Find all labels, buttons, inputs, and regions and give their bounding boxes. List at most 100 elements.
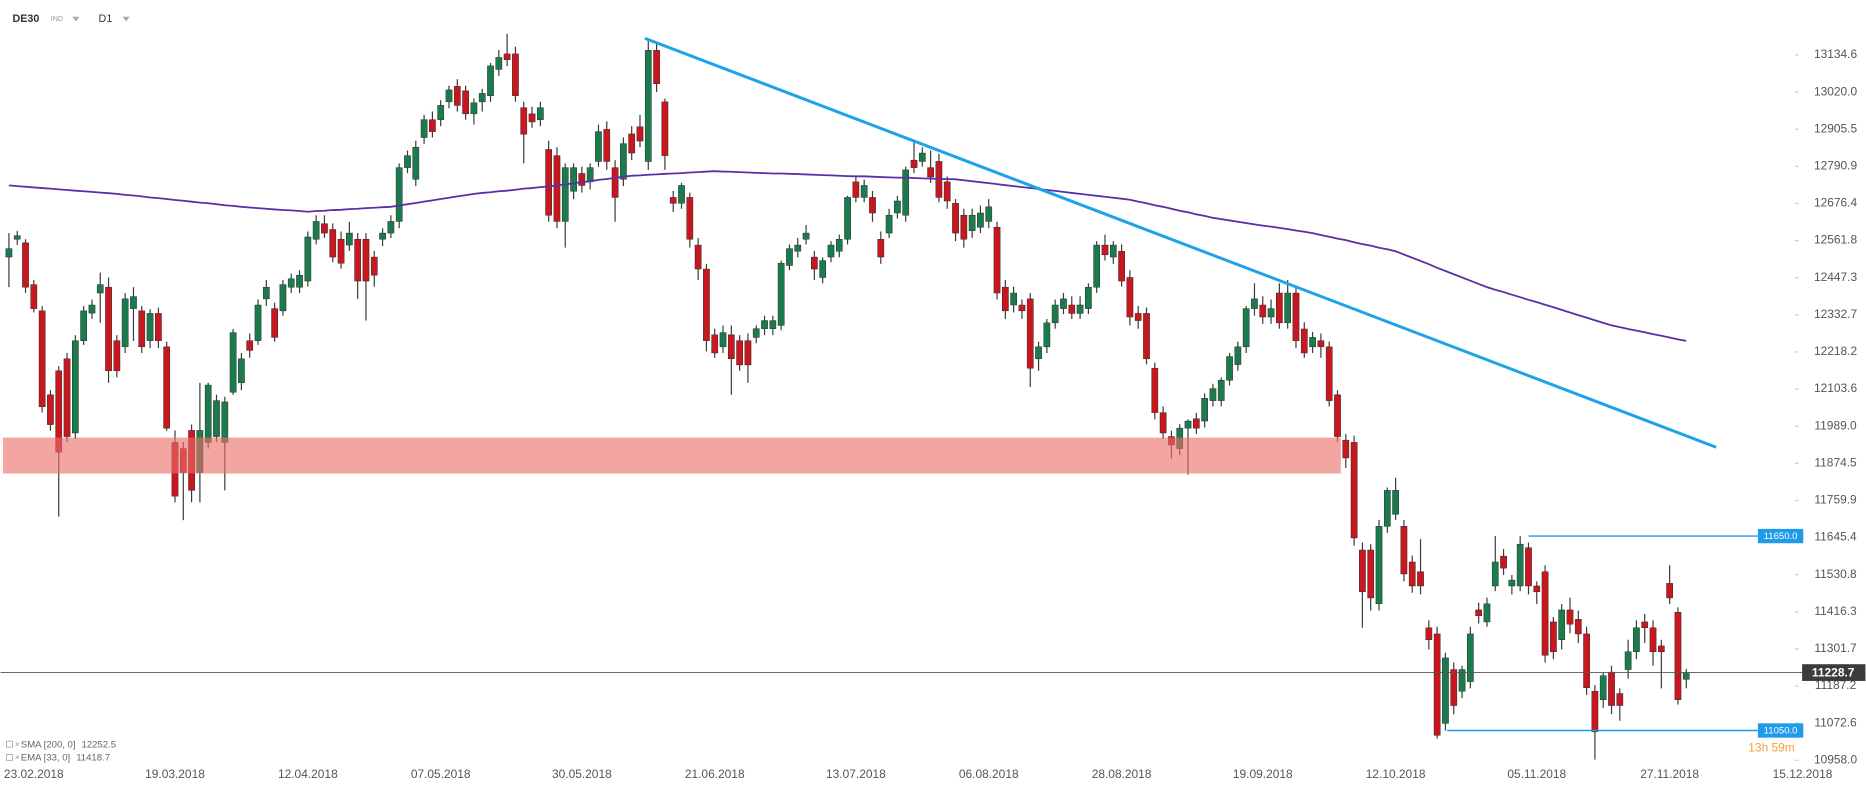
candle-body [1284, 292, 1292, 324]
y-tick-label: 11072.6 [1814, 715, 1857, 729]
candle-body [802, 232, 810, 240]
candle-body [412, 146, 420, 180]
candle-body [1325, 346, 1333, 401]
legend-close[interactable]: × [15, 752, 20, 762]
x-tick-label: 13.07.2018 [826, 767, 886, 781]
level-label-box [1757, 723, 1804, 738]
candle-body [653, 50, 660, 84]
candle-body [1682, 672, 1690, 680]
dropdown-arrow[interactable] [72, 16, 80, 22]
candle-body [786, 248, 793, 266]
candle-body [636, 126, 644, 142]
candle-body [1134, 313, 1142, 321]
candle-body [561, 167, 569, 222]
candle-body [429, 119, 436, 132]
candle-body [229, 332, 237, 393]
candle-body [1051, 304, 1059, 324]
candle-body [528, 113, 536, 123]
x-tick-label: 05.11.2018 [1507, 767, 1566, 781]
candle-body [545, 149, 552, 216]
x-tick-label: 15.12.2018 [1773, 767, 1833, 781]
x-tick-label: 06.08.2018 [959, 767, 1019, 781]
candle-body [1558, 609, 1566, 640]
candle-body [1599, 675, 1607, 700]
candle-body [1450, 669, 1458, 706]
candle-body [794, 244, 802, 252]
candle-body [1234, 346, 1242, 365]
candle-body [1259, 304, 1267, 318]
candle-body [1508, 579, 1516, 587]
candle-body [1002, 286, 1009, 312]
candle-body [146, 313, 154, 341]
candle-body [644, 50, 652, 162]
candle-body [968, 215, 976, 232]
candle-body [262, 286, 270, 300]
candle-body [1242, 308, 1250, 348]
candle-body [163, 346, 171, 429]
candle-body [395, 167, 403, 222]
candle-body [121, 298, 129, 348]
candle-body [1226, 356, 1233, 381]
candle-body [1541, 571, 1549, 656]
candle-body [1467, 633, 1474, 682]
candle-body [628, 133, 636, 154]
candle-body [1657, 645, 1665, 652]
candle-body [819, 260, 827, 278]
y-tick-label: 11187.2 [1815, 678, 1857, 692]
candle-body [669, 197, 677, 204]
candle-body [769, 320, 777, 329]
legend-name: EMA [33, 0] [21, 752, 70, 763]
candle-body [844, 197, 851, 240]
legend-close[interactable]: × [15, 739, 20, 749]
symbol[interactable]: DE30 [13, 13, 40, 25]
candle-body [1300, 328, 1308, 354]
candle-body [362, 238, 370, 282]
legend-icon [6, 753, 13, 761]
candle-body [221, 401, 229, 443]
candle-body [1633, 627, 1640, 652]
candle-body [860, 185, 868, 198]
candle-body [553, 155, 561, 222]
candle-body [1550, 621, 1557, 652]
candle-body [155, 313, 162, 341]
symbol-tag: IND [51, 15, 63, 23]
candle-body [1118, 250, 1125, 282]
candle-body [1608, 671, 1615, 706]
y-tick-label: 12561.8 [1814, 233, 1858, 247]
timeframe[interactable]: D1 [99, 13, 113, 25]
candle-body [686, 197, 694, 240]
candle-body [329, 229, 337, 258]
level-label: 11050.0 [1764, 726, 1798, 737]
candle-body [130, 296, 137, 309]
candle-body [1026, 298, 1034, 369]
candle-body [927, 167, 934, 178]
candle-body [437, 105, 445, 120]
candle-body [478, 93, 486, 103]
candle-body [877, 238, 885, 258]
candle-body [1475, 609, 1483, 617]
candle-body [852, 181, 860, 198]
candle-body [727, 334, 735, 360]
x-tick-label: 28.08.2018 [1092, 767, 1152, 781]
x-tick-label: 23.02.2018 [4, 767, 64, 781]
candle-body [1516, 543, 1524, 587]
candle-body [611, 167, 619, 198]
candle-body [445, 89, 453, 103]
candle-body [1109, 244, 1117, 258]
candle-body [711, 334, 719, 354]
x-tick-label: 19.03.2018 [145, 767, 205, 781]
legend-value: 12252.5 [82, 739, 117, 750]
candle-body [1367, 549, 1375, 599]
dropdown-arrow[interactable] [122, 16, 130, 22]
candle-body [1533, 585, 1541, 593]
y-tick-label: 10958.0 [1814, 752, 1858, 766]
candle-body [38, 310, 46, 408]
x-tick-label: 12.10.2018 [1366, 767, 1426, 781]
candle-body [1491, 561, 1499, 587]
candle-body [71, 340, 79, 434]
x-tick-label: 27.11.2018 [1640, 767, 1699, 781]
candle-body [885, 215, 893, 234]
candle-body [520, 107, 528, 135]
candle-body [811, 256, 818, 270]
